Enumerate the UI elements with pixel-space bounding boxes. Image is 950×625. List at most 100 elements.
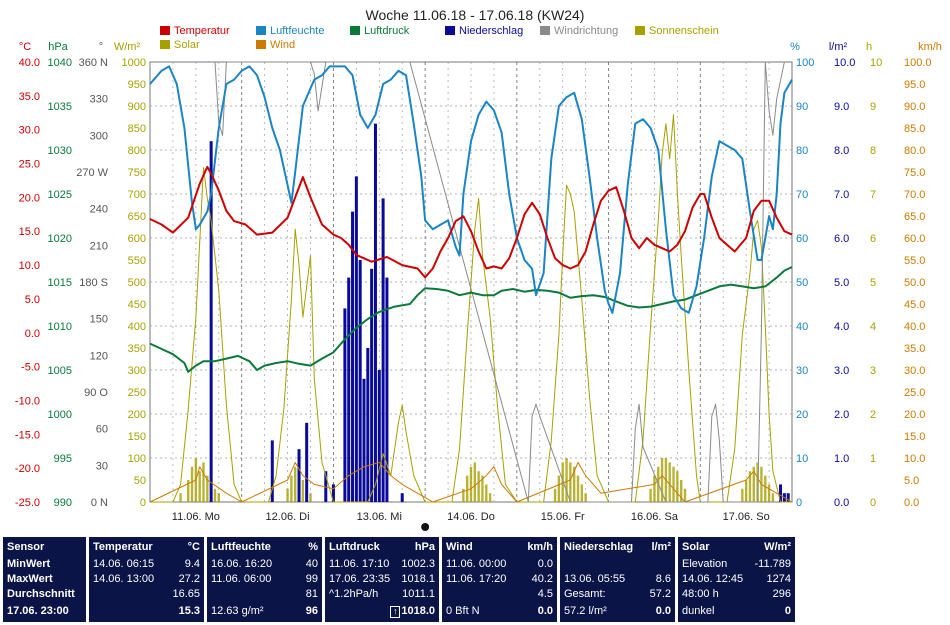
precipitation-bar (354, 176, 358, 502)
temp-tick-label: 40.0 (19, 57, 40, 69)
series-line-solar (150, 114, 792, 503)
sunshine-bar (668, 462, 671, 502)
x-axis: 11.06. Mo 12.06. Di 13.06. Mi 14.06. Do 15.0… (172, 511, 770, 531)
humidity-tick-label: 90 (796, 101, 808, 113)
sunshine-bar (557, 475, 561, 502)
temp-tick-label: 15.0 (19, 226, 40, 238)
temp-tick-label: 35.0 (19, 91, 40, 103)
rain-tick-label: 0.0 (834, 497, 849, 509)
sunshine-bar (465, 475, 469, 502)
solar-tick-label: 50 (134, 475, 146, 487)
stats-humidity-absolute: 12.63 g/m² (211, 605, 264, 617)
sunshine-bar (584, 493, 587, 502)
series-line-wind (149, 461, 793, 503)
humidity-tick-label: 60 (796, 233, 808, 245)
temp-tick-label: -5.0 (21, 362, 40, 374)
stats-pressure-avg: 1011.1 (402, 588, 435, 600)
precipitation-bar (305, 422, 309, 502)
rain-tick-label: 3.0 (834, 365, 849, 377)
wind-tick-label: 65.0 (904, 211, 925, 223)
solar-tick-label: 500 (128, 277, 146, 289)
sunshine-tick-label: 0 (870, 497, 876, 509)
sunshine-bar (187, 480, 190, 502)
solar-tick-label: 400 (128, 321, 146, 333)
sunshine-bar (485, 484, 488, 502)
sunshine-tick-label: 9 (870, 101, 876, 113)
precipitation-bar (297, 449, 301, 502)
stats-wind-max-time: 11.06. 17:20 (446, 573, 507, 585)
sunshine-tick-label: 4 (870, 321, 876, 333)
temp-tick-label: -25.0 (15, 497, 40, 509)
sunshine-bar (290, 475, 293, 502)
precipitation-bar (370, 268, 374, 502)
legend-label: Niederschlag (459, 25, 523, 37)
sunshine-bar (576, 475, 580, 502)
rain-tick-label: 4.0 (834, 321, 849, 333)
stats-humidity-max-time: 11.06. 06:00 (211, 573, 272, 585)
stats-humidity-current: 96 (305, 605, 318, 617)
stats-pressure-trend: ^1.2hPa/h (329, 588, 379, 600)
stats-temperature-min-time: 14.06. 06:15 (93, 558, 155, 570)
solar-tick-label: 650 (128, 211, 146, 223)
stats-humidity-column: Luftfeuchte% 16.06. 16:20 40 11.06. 06:00… (207, 537, 322, 622)
stats-humidity-avg: 81 (305, 588, 318, 600)
chart-legend: Temperatur Luftfeuchte Luftdruck Niederschl… (160, 25, 719, 51)
sunshine-bar (198, 471, 201, 502)
precipitation-bar (400, 493, 404, 502)
precipitation-bar (366, 348, 370, 502)
direction-tick-label: 360 N (79, 57, 108, 69)
solar-tick-label: 1000 (122, 57, 146, 69)
legend-label: Temperatur (174, 25, 230, 37)
pressure-tick-label: 995 (54, 453, 72, 465)
legend-label: Luftfeuchte (270, 25, 324, 37)
wind-tick-label: 25.0 (904, 387, 925, 399)
precipitation-bar (779, 484, 783, 502)
pressure-axis-unit: hPa (48, 41, 68, 53)
stats-humidity-min-time: 16.06. 16:20 (211, 558, 273, 570)
wind-tick-label: 60.0 (904, 233, 925, 245)
sunshine-bar (649, 488, 652, 502)
stats-wind-title: Wind (446, 541, 473, 553)
sunshine-tick-label: 1 (870, 453, 876, 465)
x-tick-label: 12.06. Di (266, 511, 310, 523)
rain-tick-label: 8.0 (834, 145, 849, 157)
solar-tick-label: 950 (128, 79, 146, 91)
stats-label-min: MinWert (7, 558, 51, 570)
x-tick-label: 14.06. Do (447, 511, 495, 523)
stats-solar-max-time: 14.06. 12:45 (682, 573, 744, 585)
sunshine-bar (580, 484, 584, 502)
temp-axis-unit: °C (19, 41, 31, 53)
humidity-tick-label: 100 (796, 57, 814, 69)
wind-tick-label: 70.0 (904, 189, 925, 201)
solar-tick-label: 200 (128, 409, 146, 421)
stats-humidity-title: Luftfeuchte (211, 541, 271, 553)
bar-series (179, 123, 790, 502)
legend-swatch (160, 40, 170, 49)
solar-tick-label: 850 (128, 123, 146, 135)
sunshine-bar (767, 484, 771, 502)
sunshine-bar (213, 488, 217, 502)
sunshine-bar (771, 493, 775, 502)
stats-temperature-avg: 16.65 (172, 588, 200, 600)
wind-tick-label: 20.0 (904, 409, 925, 421)
stats-solar-elevation: -11.789 (754, 558, 792, 570)
precipitation-bar (358, 260, 362, 502)
x-tick-label: 13.06. Mi (357, 511, 402, 523)
legend-label: Luftdruck (364, 25, 410, 37)
sunshine-bar (481, 475, 484, 502)
sunshine-tick-label: 7 (870, 189, 876, 201)
sunshine-bar (294, 466, 297, 502)
stats-pressure-min: 1002.3 (401, 558, 435, 570)
temp-tick-label: -20.0 (15, 463, 40, 475)
wind-tick-label: 35.0 (904, 343, 925, 355)
sunshine-bar (679, 480, 683, 502)
stats-temperature-min: 9.4 (184, 558, 200, 570)
sunshine-bar (653, 475, 656, 502)
direction-tick-label: 150 (90, 314, 108, 326)
wind-axis-unit: km/h (918, 41, 942, 53)
sunshine-bar (553, 488, 557, 502)
stats-wind-beaufort: 0 Bft N (446, 605, 480, 617)
legend-swatch (635, 26, 645, 35)
wind-tick-label: 90.0 (904, 101, 925, 113)
legend-swatch (540, 26, 550, 35)
